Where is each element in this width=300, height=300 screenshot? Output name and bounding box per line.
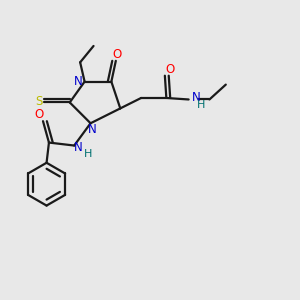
Text: O: O [113,48,122,62]
Text: H: H [197,100,205,110]
Text: O: O [166,63,175,76]
Text: H: H [84,149,93,160]
Text: N: N [88,123,96,136]
Text: N: N [74,140,82,154]
Text: O: O [35,108,44,121]
Text: S: S [35,95,43,108]
Text: N: N [74,75,82,88]
Text: N: N [192,91,201,104]
